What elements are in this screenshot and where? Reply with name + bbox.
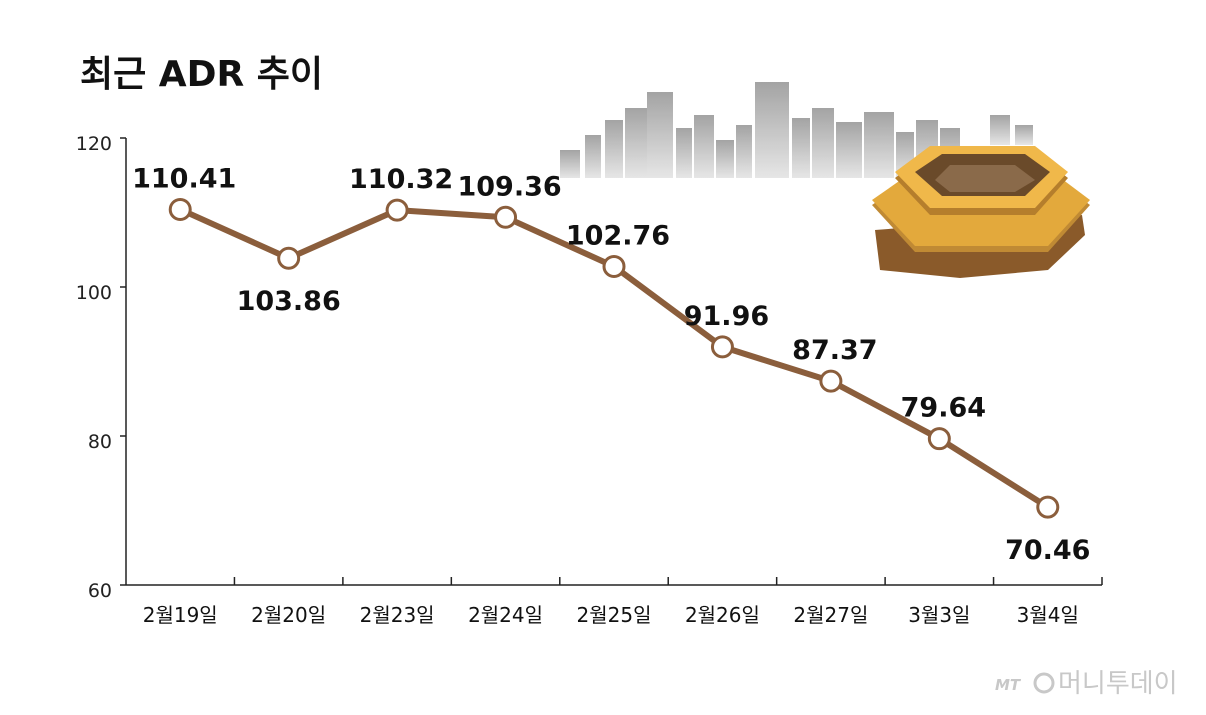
watermark-small-text: MT — [995, 676, 1022, 694]
data-point — [277, 246, 301, 270]
watermark-logo: MT 머니투데이 — [995, 669, 1178, 699]
data-label: 109.36 — [457, 171, 561, 202]
data-point — [1036, 495, 1060, 519]
data-point — [710, 335, 734, 359]
y-tick-label: 100 — [76, 282, 112, 304]
data-point — [168, 197, 192, 221]
data-label: 102.76 — [566, 220, 670, 251]
x-tick-label: 3월3일 — [908, 603, 970, 627]
data-point — [385, 198, 409, 222]
data-label: 110.41 — [132, 163, 236, 194]
x-tick-label: 3월4일 — [1017, 603, 1079, 627]
x-tick-label: 2월24일 — [468, 603, 543, 627]
x-tick-label: 2월25일 — [577, 603, 652, 627]
data-point — [819, 369, 843, 393]
data-label: 79.64 — [901, 393, 986, 424]
data-label: 70.46 — [1005, 535, 1090, 566]
x-ticks: 2월19일 2월20일 2월23일 2월24일 2월25일 2월26일 2월27일 3월3일 3… — [143, 577, 1103, 627]
data-point — [494, 205, 518, 229]
watermark-text: 머니투데이 — [1058, 669, 1178, 699]
data-point — [927, 427, 951, 451]
data-points — [168, 197, 1060, 519]
data-point — [602, 254, 626, 278]
data-label: 87.37 — [792, 335, 877, 366]
y-ticks: 60 80 100 120 — [76, 133, 126, 602]
x-tick-label: 2월23일 — [360, 603, 435, 627]
data-label: 103.86 — [237, 286, 341, 317]
hex-nut-illustration — [872, 146, 1090, 278]
data-label: 91.96 — [684, 301, 769, 332]
x-tick-label: 2월19일 — [143, 603, 218, 627]
y-tick-label: 120 — [76, 133, 112, 155]
x-tick-label: 2월27일 — [793, 603, 868, 627]
chart-title: 최근 ADR 추이 — [80, 54, 323, 95]
logo-swoosh-icon — [1033, 672, 1055, 694]
data-label: 110.32 — [349, 164, 453, 195]
y-tick-label: 60 — [88, 580, 112, 602]
x-tick-label: 2월26일 — [685, 603, 760, 627]
y-tick-label: 80 — [88, 431, 112, 453]
x-tick-label: 2월20일 — [251, 603, 326, 627]
